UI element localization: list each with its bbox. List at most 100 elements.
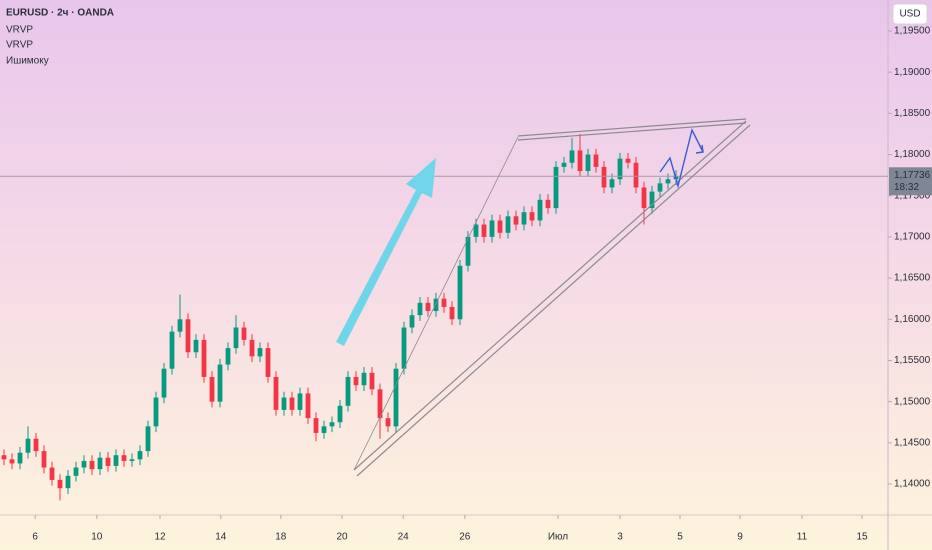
y-tick-label: 1,16500 (894, 273, 931, 284)
candle-body (153, 397, 159, 427)
candle-body (377, 389, 383, 419)
candle-body (449, 306, 455, 320)
y-tick-label: 1,16000 (894, 314, 931, 325)
candle-body (49, 467, 55, 480)
candle-body (505, 216, 511, 233)
projection-path (659, 127, 704, 189)
candle-body (257, 348, 263, 357)
candle-body (553, 166, 559, 209)
projection-arrowhead (695, 144, 704, 154)
candle-body (33, 438, 39, 452)
candle-body (57, 479, 63, 489)
x-tick-label: 11 (797, 532, 808, 543)
candle-body (345, 376, 351, 406)
x-tick-label: 26 (459, 532, 471, 543)
indicator-label: VRVP (6, 25, 33, 36)
candle-body (513, 216, 519, 225)
candle-body (393, 368, 399, 427)
candle-body (425, 302, 431, 312)
x-tick-label: Июл (548, 532, 568, 543)
x-tick-label: 9 (737, 532, 743, 543)
candle-body (625, 158, 631, 163)
candle-body (337, 405, 343, 423)
y-tick-label: 1,14000 (894, 479, 931, 490)
candle-body (545, 199, 551, 209)
candle-body (145, 426, 151, 452)
y-tick-label: 1,15000 (894, 396, 931, 407)
candle-body (321, 426, 327, 433)
channel-side (353, 136, 519, 471)
indicator-label: VRVP (6, 40, 33, 51)
candle-body (305, 393, 311, 419)
candle-body (281, 397, 287, 410)
candle-body (41, 451, 47, 468)
candle-body (529, 212, 535, 221)
candle-body (633, 162, 639, 188)
candle-body (25, 438, 31, 453)
x-tick-label: 12 (154, 532, 166, 543)
candle-body (169, 331, 175, 369)
candle-body (521, 212, 527, 225)
candle-body (185, 319, 191, 353)
candle-body (273, 376, 279, 410)
candle-body (665, 179, 671, 184)
candle-body (385, 418, 391, 427)
candle-body (433, 298, 439, 312)
candle-body (473, 224, 479, 237)
candle-body (105, 457, 111, 466)
candle-body (609, 179, 615, 188)
candle-body (641, 187, 647, 209)
candle-body (353, 376, 359, 386)
drawings (336, 118, 751, 477)
x-tick-label: 6 (32, 532, 38, 543)
x-tick-label: 24 (398, 532, 410, 543)
candle-body (369, 372, 375, 390)
candle-body (401, 327, 407, 369)
candle-body (129, 459, 135, 461)
currency-box[interactable] (892, 3, 928, 25)
indicator-label: Ишимоку (6, 56, 49, 67)
candle-body (265, 348, 271, 377)
candle-body (537, 199, 543, 221)
candle-body (649, 191, 655, 209)
candle-body (313, 418, 319, 433)
candle-body (361, 372, 367, 386)
y-tick-label: 1,19500 (894, 26, 931, 37)
x-tick-label: 10 (91, 532, 103, 543)
x-tick-label: 5 (677, 532, 683, 543)
candle-body (601, 166, 607, 188)
candle-body (417, 302, 423, 316)
y-tick-label: 1,18000 (894, 149, 931, 160)
candle-body (289, 397, 295, 410)
y-tick-label: 1,17500 (894, 190, 931, 201)
channel-top (517, 118, 747, 137)
candle-body (137, 451, 143, 460)
candle-body (617, 158, 623, 180)
channel-bottom (356, 124, 751, 477)
candle-body (89, 460, 95, 470)
candle-body (225, 348, 231, 365)
x-tick-label: 18 (275, 532, 287, 543)
x-tick-label: 3 (617, 532, 623, 543)
countdown-label: 18:32 (894, 182, 919, 193)
candle-body (97, 457, 103, 470)
x-tick-label: 15 (856, 532, 868, 543)
candle-body (249, 339, 255, 357)
candle-body (489, 220, 495, 237)
candle-body (217, 364, 223, 402)
candle-body (65, 475, 71, 489)
candle-body (481, 224, 487, 237)
candle-body (441, 298, 447, 307)
y-tick-label: 1,19000 (894, 67, 931, 78)
candle-body (177, 319, 183, 332)
channel-top (517, 122, 747, 141)
candle-body (409, 315, 415, 328)
candle-body (585, 154, 591, 172)
candle-body (193, 339, 199, 353)
symbol-title: EURUSD · 2ч · OANDA (6, 8, 114, 19)
candle-body (209, 376, 215, 402)
candle-body (657, 183, 663, 192)
candle-body (297, 393, 303, 410)
